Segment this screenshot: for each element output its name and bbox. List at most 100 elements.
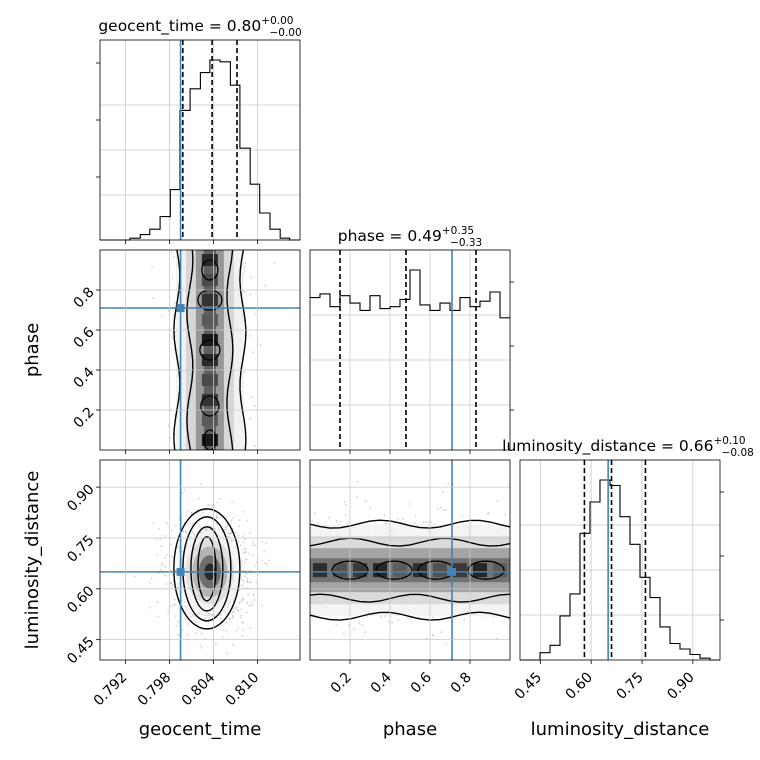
- title-main: phase = 0.49: [338, 227, 442, 245]
- sample-point: [344, 514, 347, 517]
- sample-point: [440, 631, 442, 634]
- sample-point: [169, 437, 172, 440]
- contour-line: [201, 259, 219, 281]
- sample-point: [248, 604, 251, 607]
- sample-point: [173, 604, 176, 606]
- sample-point: [240, 608, 243, 610]
- sample-point: [425, 521, 428, 524]
- panel-content: [100, 460, 300, 660]
- sample-point: [174, 331, 177, 334]
- sample-point: [240, 559, 243, 562]
- sample-point: [254, 565, 257, 568]
- sample-point: [151, 265, 154, 268]
- title-sub: −0.33: [450, 237, 482, 249]
- sample-point: [158, 528, 160, 530]
- sample-point: [170, 569, 172, 572]
- sample-point: [442, 491, 444, 493]
- sample-point: [226, 606, 229, 609]
- sample-point: [173, 598, 176, 601]
- sample-point: [225, 528, 227, 530]
- sample-point: [218, 614, 221, 617]
- sample-point: [251, 541, 254, 544]
- sample-point: [311, 520, 313, 522]
- sample-point: [253, 445, 256, 447]
- contour-line: [173, 508, 241, 630]
- sample-point: [174, 615, 177, 617]
- sample-point: [164, 574, 166, 577]
- sample-point: [445, 509, 447, 511]
- sample-point: [250, 396, 253, 398]
- sample-point: [324, 520, 327, 523]
- sample-point: [487, 513, 489, 515]
- histogram-luminosity_distance: luminosity_distance = 0.66+0.10 −0.08: [502, 435, 754, 664]
- sample-point: [241, 635, 244, 637]
- sample-point: [432, 616, 434, 619]
- title-sup: +0.00: [261, 15, 293, 27]
- panel-frame: [99, 459, 301, 661]
- sample-point: [172, 583, 175, 586]
- sample-point: [407, 617, 409, 619]
- sample-point: [200, 646, 203, 649]
- sample-point: [232, 610, 235, 613]
- sample-point: [199, 644, 202, 646]
- sample-point: [185, 609, 188, 612]
- sample-point: [249, 581, 252, 584]
- sample-point: [171, 277, 174, 280]
- histogram-title: geocent_time = 0.80+0.00 −0.00: [98, 15, 301, 39]
- sample-point: [253, 599, 256, 601]
- sample-point: [335, 623, 338, 626]
- sample-point: [397, 619, 399, 622]
- sample-point: [195, 621, 198, 623]
- sample-point: [193, 533, 196, 536]
- sample-point: [244, 575, 246, 578]
- sample-point: [200, 632, 203, 635]
- sample-point: [223, 628, 225, 631]
- sample-point: [170, 543, 173, 545]
- scatter-panel-geocent_time-phase: [100, 250, 300, 450]
- sample-point: [232, 539, 235, 542]
- sample-point: [241, 579, 243, 581]
- sample-point: [184, 601, 186, 603]
- sample-point: [241, 599, 244, 602]
- sample-point: [226, 524, 229, 527]
- sample-point: [243, 561, 246, 564]
- sample-point: [226, 652, 229, 655]
- sample-point: [160, 315, 163, 318]
- sample-point: [254, 313, 257, 315]
- sample-point: [313, 512, 316, 515]
- sample-point: [230, 519, 233, 522]
- x-tick-label: 0.4: [368, 669, 395, 696]
- sample-point: [361, 624, 364, 626]
- density-cell: [353, 563, 367, 578]
- sample-point: [191, 531, 194, 534]
- sample-point: [215, 643, 217, 645]
- contour-line: [310, 519, 510, 529]
- sample-point: [228, 617, 231, 620]
- sample-point: [356, 481, 359, 484]
- density-cell: [393, 563, 407, 578]
- sample-point: [174, 302, 177, 304]
- sample-point: [199, 526, 201, 528]
- sample-point: [157, 615, 160, 618]
- sample-point: [230, 531, 233, 533]
- sample-point: [328, 516, 330, 519]
- sample-point: [232, 517, 235, 519]
- x-tick-label: 0.804: [179, 669, 219, 709]
- sample-point: [244, 262, 247, 265]
- sample-point: [156, 554, 159, 556]
- histogram-line: [520, 479, 720, 661]
- sample-point: [216, 516, 218, 519]
- sample-point: [201, 613, 204, 616]
- sample-point: [176, 576, 179, 579]
- y-tick-label: 0.6: [71, 324, 98, 351]
- sample-point: [254, 405, 256, 407]
- sample-point: [242, 598, 245, 600]
- sample-point: [242, 583, 245, 586]
- sample-point: [178, 517, 181, 520]
- sample-point: [182, 530, 185, 533]
- sample-point: [245, 550, 247, 553]
- sample-point: [264, 542, 267, 544]
- sample-point: [252, 554, 255, 557]
- sample-point: [252, 593, 255, 595]
